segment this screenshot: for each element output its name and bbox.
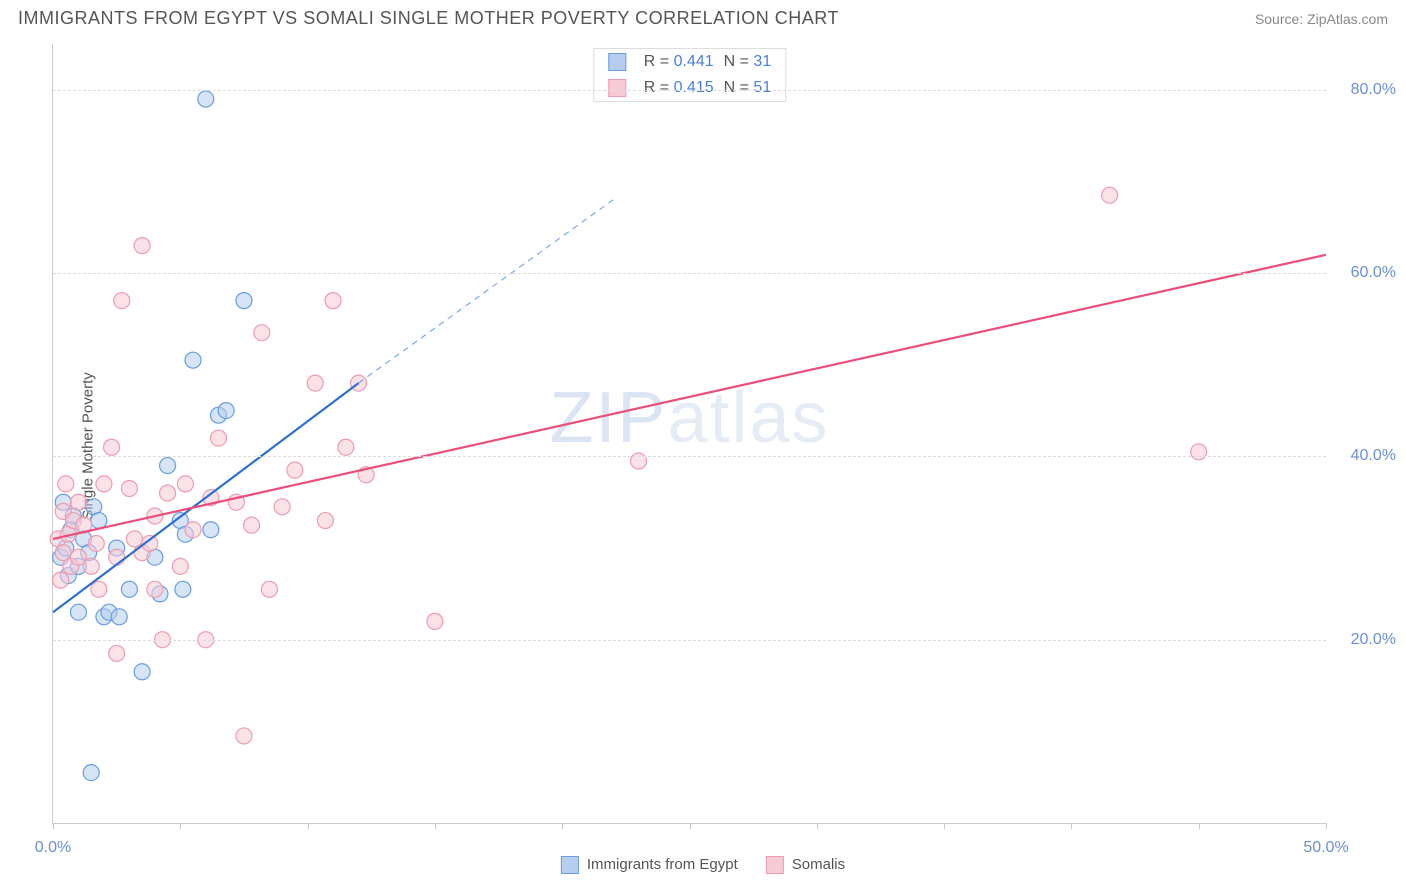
scatter-point <box>134 238 150 254</box>
header: IMMIGRANTS FROM EGYPT VS SOMALI SINGLE M… <box>0 0 1406 33</box>
scatter-point <box>91 581 107 597</box>
scatter-point <box>96 476 112 492</box>
scatter-point <box>83 558 99 574</box>
source-label: Source: ZipAtlas.com <box>1255 11 1388 27</box>
n-label: N = 51 <box>724 79 772 97</box>
trend-line-extrapolated <box>359 200 614 383</box>
legend-swatch <box>608 79 626 97</box>
y-tick-label: 60.0% <box>1351 264 1396 282</box>
scatter-point <box>147 581 163 597</box>
trend-line <box>53 383 359 612</box>
x-tick <box>435 823 436 829</box>
scatter-point <box>1191 444 1207 460</box>
scatter-point <box>218 403 234 419</box>
scatter-point <box>185 522 201 538</box>
scatter-point <box>121 480 137 496</box>
scatter-point <box>210 430 226 446</box>
scatter-point <box>70 604 86 620</box>
scatter-point <box>91 513 107 529</box>
scatter-point <box>317 513 333 529</box>
scatter-point <box>121 581 137 597</box>
scatter-point <box>325 293 341 309</box>
r-label: R = 0.441 <box>644 53 714 71</box>
x-tick <box>817 823 818 829</box>
x-tick <box>1199 823 1200 829</box>
correlation-legend-row: R = 0.415 N = 51 <box>594 75 785 101</box>
scatter-point <box>70 494 86 510</box>
scatter-point <box>236 728 252 744</box>
scatter-point <box>160 458 176 474</box>
scatter-plot <box>53 44 1326 823</box>
scatter-point <box>631 453 647 469</box>
scatter-point <box>134 664 150 680</box>
scatter-point <box>109 549 125 565</box>
r-label: R = 0.415 <box>644 79 714 97</box>
scatter-point <box>338 439 354 455</box>
x-tick <box>944 823 945 829</box>
legend-swatch <box>766 856 784 874</box>
n-label: N = 31 <box>724 53 772 71</box>
scatter-point <box>114 293 130 309</box>
x-tick <box>308 823 309 829</box>
scatter-point <box>427 613 443 629</box>
scatter-point <box>111 609 127 625</box>
correlation-legend: R = 0.441 N = 31 R = 0.415 N = 51 <box>593 48 786 102</box>
scatter-point <box>274 499 290 515</box>
scatter-point <box>172 558 188 574</box>
legend-swatch <box>561 856 579 874</box>
scatter-point <box>198 91 214 107</box>
x-tick <box>562 823 563 829</box>
scatter-point <box>287 462 303 478</box>
scatter-point <box>1102 187 1118 203</box>
x-tick <box>1326 823 1327 829</box>
scatter-point <box>160 485 176 501</box>
scatter-point <box>83 765 99 781</box>
scatter-point <box>203 522 219 538</box>
scatter-point <box>254 325 270 341</box>
y-tick-label: 80.0% <box>1351 81 1396 99</box>
legend-label: Somalis <box>792 856 845 873</box>
x-tick <box>690 823 691 829</box>
scatter-point <box>177 476 193 492</box>
gridline <box>53 456 1326 457</box>
legend-item: Somalis <box>766 856 845 874</box>
scatter-point <box>88 535 104 551</box>
scatter-point <box>236 293 252 309</box>
scatter-point <box>185 352 201 368</box>
x-tick <box>1071 823 1072 829</box>
gridline <box>53 640 1326 641</box>
y-tick-label: 20.0% <box>1351 631 1396 649</box>
legend-item: Immigrants from Egypt <box>561 856 738 874</box>
scatter-point <box>307 375 323 391</box>
x-tick-label: 50.0% <box>1303 839 1348 857</box>
x-tick <box>53 823 54 829</box>
scatter-point <box>175 581 191 597</box>
x-tick <box>180 823 181 829</box>
scatter-point <box>109 645 125 661</box>
scatter-point <box>104 439 120 455</box>
y-tick-label: 40.0% <box>1351 447 1396 465</box>
x-tick-label: 0.0% <box>35 839 71 857</box>
gridline <box>53 90 1326 91</box>
scatter-point <box>244 517 260 533</box>
series-legend: Immigrants from Egypt Somalis <box>561 856 845 874</box>
chart-title: IMMIGRANTS FROM EGYPT VS SOMALI SINGLE M… <box>18 8 839 29</box>
legend-swatch <box>608 53 626 71</box>
gridline <box>53 273 1326 274</box>
correlation-legend-row: R = 0.441 N = 31 <box>594 49 785 75</box>
scatter-point <box>53 572 69 588</box>
scatter-point <box>261 581 277 597</box>
scatter-point <box>58 476 74 492</box>
chart-area: ZIPatlas R = 0.441N = 31R = 0.415N = 51 … <box>52 44 1326 824</box>
legend-label: Immigrants from Egypt <box>587 856 738 873</box>
